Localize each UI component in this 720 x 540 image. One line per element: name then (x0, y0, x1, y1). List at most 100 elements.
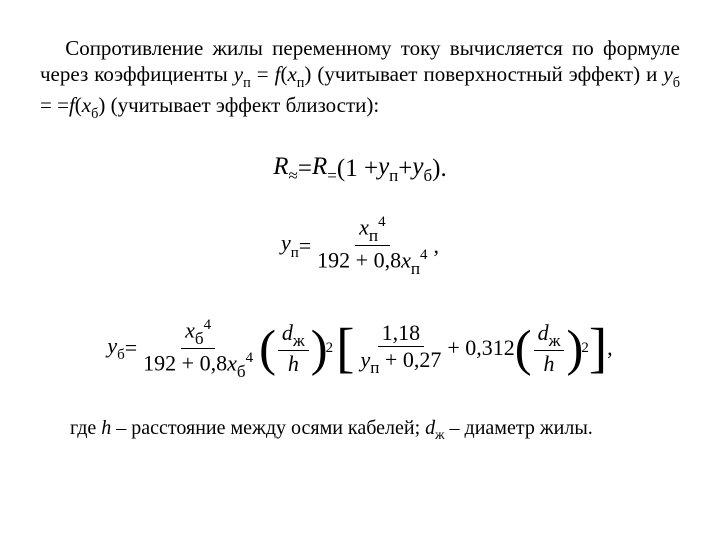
p027: + 0,27 (379, 347, 441, 372)
var-y-b: yб (663, 62, 680, 86)
zh-3: ж (435, 427, 444, 442)
sub-b: б (673, 75, 680, 91)
R-left: R≈ (273, 153, 298, 185)
y-3: y (378, 153, 389, 180)
four-1: 4 (378, 214, 385, 230)
num-yp: xп4 (355, 213, 389, 246)
legend-d-desc: – диаметр жилы. (445, 417, 593, 439)
bracket-inner: 1,18 yп + 0,27 + 0,312 ( dж h ) 2 (354, 320, 588, 378)
num-118: 1,18 (378, 320, 425, 347)
yb-left: yб (107, 333, 124, 363)
equation-main: R≈ = R= (1 + yп + yб ). (40, 153, 680, 185)
R1: R (273, 153, 288, 180)
closedot: ). (432, 155, 447, 183)
den-118: yп + 0,27 (356, 347, 445, 378)
sub-p-3: п (389, 166, 398, 185)
four-3: 4 (204, 317, 211, 333)
x-2: x (82, 93, 91, 117)
comma-2: , (607, 335, 613, 361)
yp-term: yп (378, 153, 398, 185)
x-d1: x (401, 248, 411, 273)
R-right: R= (312, 153, 337, 185)
x-n2: x (185, 317, 195, 342)
legend-h: h (101, 417, 111, 439)
sub-eq: = (327, 166, 337, 185)
den-dh2: h (540, 351, 559, 377)
R2: R (312, 153, 327, 180)
lb: [ (336, 326, 354, 370)
eq-sign-1: = (251, 62, 275, 86)
page: Сопротивление жилы переменному току вычи… (0, 0, 720, 540)
den-dh1: h (284, 351, 303, 377)
den1-1: 192 + 0,8 (317, 248, 401, 273)
intro-f2: f(xб) (69, 93, 105, 117)
x-1: x (287, 62, 296, 86)
legend-d: dж (425, 417, 444, 439)
y-7: y (360, 347, 370, 372)
h-2: h (544, 351, 555, 376)
sp-n1: п (369, 226, 378, 245)
y-sym-2: y (663, 62, 672, 86)
intro-text-2: (учитывает поверхностный эффект) и (311, 62, 663, 86)
frac-118: 1,18 yп + 0,27 (356, 320, 445, 378)
h-1: h (288, 351, 299, 376)
d-2: d (538, 320, 549, 345)
sp-d1: п (411, 259, 420, 278)
comma-1: , (434, 233, 440, 259)
intro-paragraph: Сопротивление жилы переменному току вычи… (40, 35, 680, 123)
sp-7: п (370, 358, 379, 377)
bracket: [ 1,18 yп + 0,27 + 0,312 ( dж h (336, 320, 607, 378)
x-d2: x (227, 350, 237, 375)
d-3: d (425, 417, 435, 439)
paren-1: ( dж h ) (259, 320, 328, 378)
sb-n2: б (195, 329, 204, 348)
sq-2: 2 (581, 340, 588, 357)
zh-1: ж (293, 331, 305, 350)
frac-dh-1: dж h (278, 320, 309, 378)
frac-yb-1: xб4 192 + 0,8xб4 (139, 316, 257, 381)
lp-1: ( (259, 328, 276, 368)
legend-h-desc: – расстояние между осями кабелей; (111, 417, 425, 439)
den1-2: 192 + 0,8 (143, 350, 227, 375)
den-yb1: 192 + 0,8xб4 (139, 349, 257, 381)
var-y-p: yп (234, 62, 251, 86)
four-2: 4 (420, 247, 427, 263)
sub-b-2: б (91, 106, 98, 122)
sub-b-3: б (424, 166, 433, 185)
eq-yb-row: yб = xб4 192 + 0,8xб4 ( dж h ) 2 [ (107, 316, 612, 381)
y-5: y (281, 230, 291, 255)
num-dh2: dж (534, 320, 565, 352)
plus-1: + (398, 155, 412, 183)
legend-prefix: где (70, 417, 101, 439)
equation-yp: yп = xп4 192 + 0,8xп4 , (40, 213, 680, 278)
zh-2: ж (549, 331, 561, 350)
eq-2: = (299, 233, 311, 259)
op-2: ( (75, 93, 82, 117)
num-yb1: xб4 (181, 316, 215, 349)
paren-2: ( dж h ) (515, 320, 584, 378)
intro-f1: f(xп) (275, 62, 312, 86)
dbl-eq: = = (40, 93, 69, 117)
x-n1: x (359, 215, 369, 240)
plus0312: + 0,312 (447, 335, 514, 361)
sub-b-4: б (117, 347, 125, 363)
frac-dh-2: dж h (534, 320, 565, 378)
lp-2: ( (515, 328, 532, 368)
eq-3: = (125, 335, 137, 361)
legend-paragraph: где h – расстояние между осями кабелей; … (40, 415, 680, 444)
sub-p-2: п (297, 75, 305, 91)
num-dh1: dж (278, 320, 309, 352)
eq-yp-row: yп = xп4 192 + 0,8xп4 , (281, 213, 439, 278)
den-yp: 192 + 0,8xп4 (313, 246, 431, 278)
d-1: d (282, 320, 293, 345)
equation-yb: yб = xб4 192 + 0,8xб4 ( dж h ) 2 [ (40, 316, 680, 381)
sub-p: п (243, 75, 251, 91)
sq-1: 2 (326, 340, 333, 357)
yb-term: yб (412, 153, 432, 185)
sub-p-4: п (291, 245, 299, 261)
yp-left: yп (281, 230, 299, 260)
sb-d2: б (237, 362, 246, 381)
eq-main-row: R≈ = R= (1 + yп + yб ). (273, 153, 446, 185)
four-4: 4 (246, 350, 253, 366)
frac-yp: xп4 192 + 0,8xп4 (313, 213, 431, 278)
